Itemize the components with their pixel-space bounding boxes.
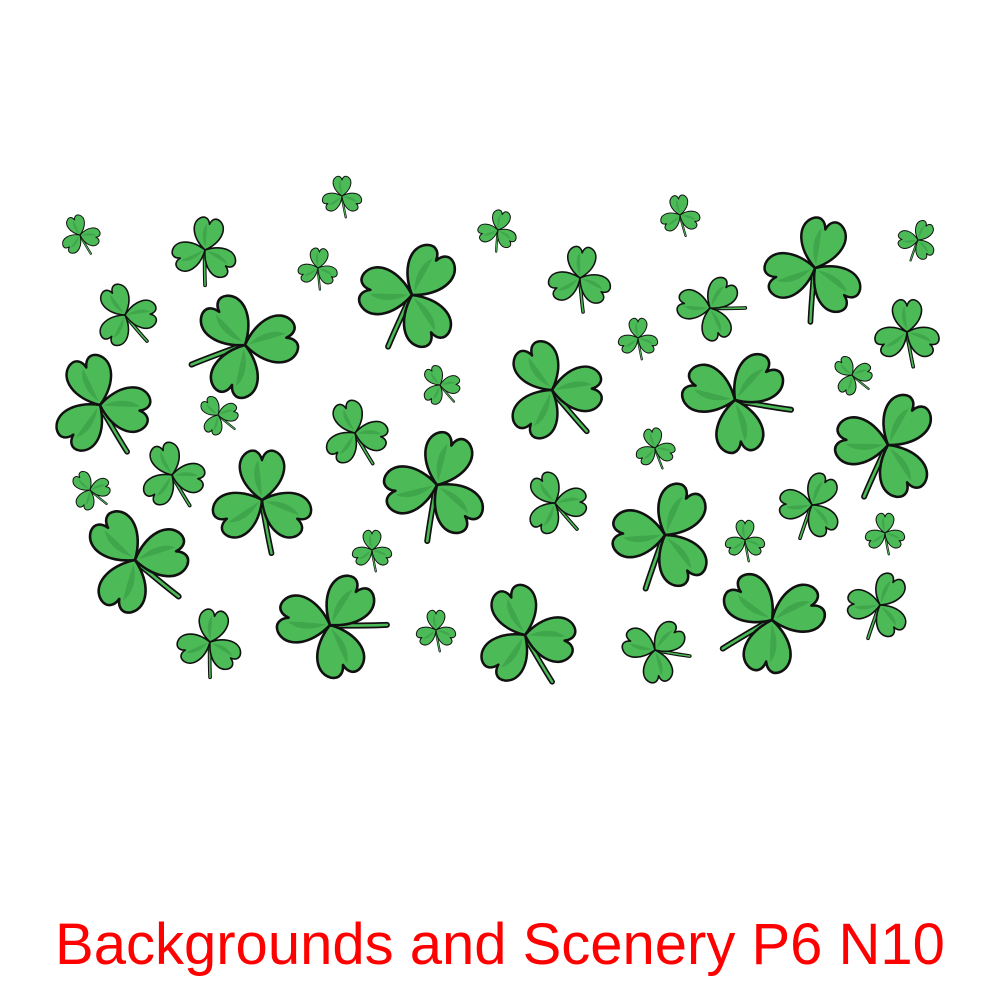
- shamrock-icon: [51, 207, 109, 264]
- shamrock-icon: [667, 329, 807, 473]
- shamrock-icon: [308, 388, 402, 480]
- shamrock-icon: [762, 457, 861, 555]
- shamrock-icon: [269, 560, 395, 691]
- caption-title: Backgrounds and Scenery P6 N10: [55, 912, 945, 977]
- shamrock-icon: [629, 423, 682, 474]
- shamrock-icon: [293, 245, 343, 293]
- shamrock-icon: [869, 297, 945, 369]
- shamrock-icon: [722, 519, 768, 563]
- shamrock-icon: [162, 210, 248, 293]
- shamrock-icon: [809, 370, 964, 524]
- shamrock-icon: [125, 430, 219, 522]
- shamrock-icon: [830, 557, 929, 655]
- shamrock-icon: [480, 320, 625, 463]
- shamrock-icon: [655, 192, 705, 240]
- shamrock-icon: [364, 417, 508, 557]
- shamrock-icon: [78, 269, 174, 363]
- shamrock-icon: [208, 451, 316, 554]
- shamrock-icon: [588, 462, 741, 612]
- shamrock-icon: [541, 242, 619, 317]
- shamrock-icon: [821, 344, 884, 407]
- shamrock-icon: [610, 603, 702, 697]
- shamrock-icon: [749, 206, 880, 333]
- shamrock-icon: [167, 602, 253, 685]
- shamrock-icon: [508, 457, 604, 551]
- shamrock-icon: [700, 549, 840, 693]
- shamrock-icon: [615, 317, 661, 361]
- shamrock-icon: [180, 280, 306, 411]
- shamrock-icon: [413, 609, 459, 653]
- shamrock-pattern: [0, 175, 1000, 900]
- shamrock-icon: [887, 210, 948, 271]
- shamrock-icon: [349, 529, 395, 573]
- shamrock-icon: [410, 355, 471, 416]
- shamrock-icon: [457, 570, 594, 703]
- shamrock-icon: [670, 265, 753, 351]
- shamrock-icon: [32, 340, 169, 473]
- shamrock-icon: [470, 204, 526, 258]
- shamrock-icon: [333, 220, 488, 374]
- shamrock-icon: [862, 512, 908, 556]
- shamrock-icon: [319, 175, 365, 219]
